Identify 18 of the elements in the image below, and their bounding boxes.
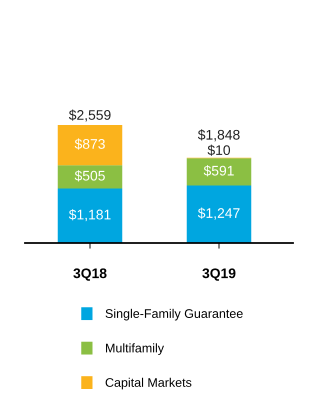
x-tick-label: 3Q19	[202, 268, 236, 281]
bar	[58, 125, 122, 166]
data-label: $10	[208, 144, 230, 156]
total-label: $2,559	[68, 109, 111, 122]
bar	[58, 165, 122, 189]
bar	[186, 186, 252, 243]
data-label: $591	[204, 165, 234, 176]
total-label: $1,848	[198, 129, 240, 142]
legend-label: Multifamily	[106, 343, 164, 355]
data-label: $873	[74, 138, 105, 150]
legend-label: Single-Family Guarantee	[106, 308, 243, 320]
bar	[186, 158, 252, 186]
data-label: $505	[74, 170, 105, 182]
legend-label: Capital Markets	[106, 378, 192, 390]
data-label: $1,247	[198, 208, 240, 220]
bar	[58, 188, 122, 243]
x-tick-label: 3Q18	[73, 268, 107, 281]
data-label: $1,181	[68, 209, 111, 222]
